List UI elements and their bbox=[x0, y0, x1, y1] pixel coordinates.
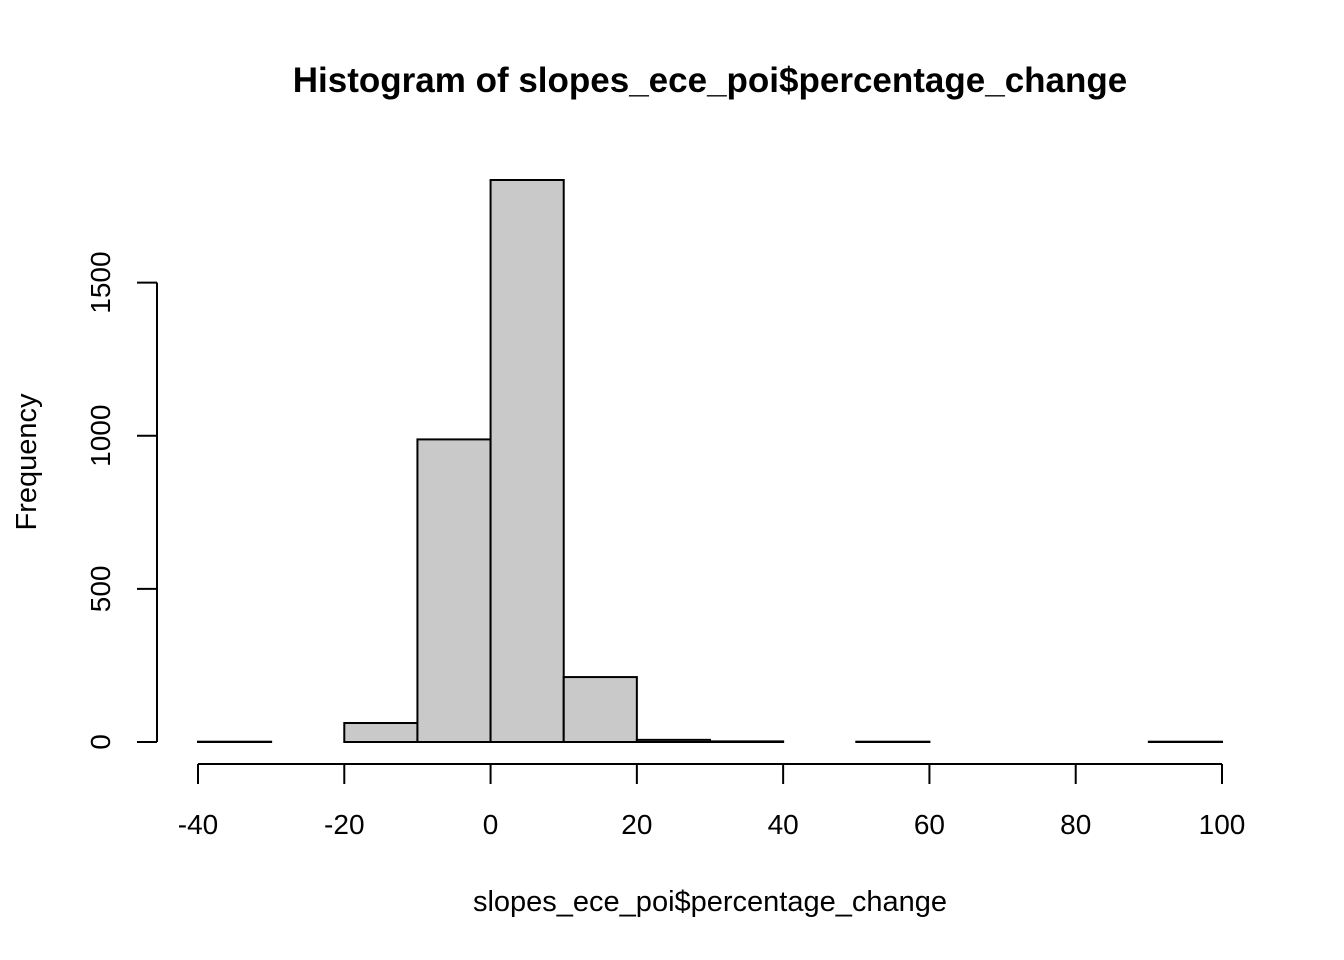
histogram-bar bbox=[489, 179, 565, 743]
y-axis: 0 500 1000 1500 bbox=[85, 251, 158, 750]
histogram-bar bbox=[562, 676, 638, 744]
histogram-bar bbox=[416, 438, 492, 743]
y-tick-label: 1500 bbox=[85, 251, 116, 313]
x-axis: -40 -20 0 20 40 60 80 100 bbox=[178, 763, 1246, 840]
chart-title: Histogram of slopes_ece_poi$percentage_c… bbox=[293, 61, 1127, 100]
y-axis-label: Frequency bbox=[11, 393, 43, 531]
x-tick-label: -20 bbox=[324, 809, 364, 840]
x-tick-label: 0 bbox=[483, 809, 499, 840]
x-tick-label: 80 bbox=[1060, 809, 1091, 840]
y-tick-label: 0 bbox=[85, 734, 116, 750]
x-axis-label: slopes_ece_poi$percentage_change bbox=[473, 886, 947, 918]
histogram-bars bbox=[197, 179, 1224, 744]
histogram-bar bbox=[709, 740, 785, 743]
x-tick-label: 20 bbox=[621, 809, 652, 840]
x-tick-label: -40 bbox=[178, 809, 218, 840]
histogram-bar bbox=[635, 738, 711, 744]
histogram-bar bbox=[343, 722, 419, 744]
x-tick-label: 100 bbox=[1199, 809, 1246, 840]
x-tick-label: 60 bbox=[914, 809, 945, 840]
y-tick-label: 1000 bbox=[85, 405, 116, 467]
y-tick-label: 500 bbox=[85, 566, 116, 613]
x-tick-label: 40 bbox=[768, 809, 799, 840]
